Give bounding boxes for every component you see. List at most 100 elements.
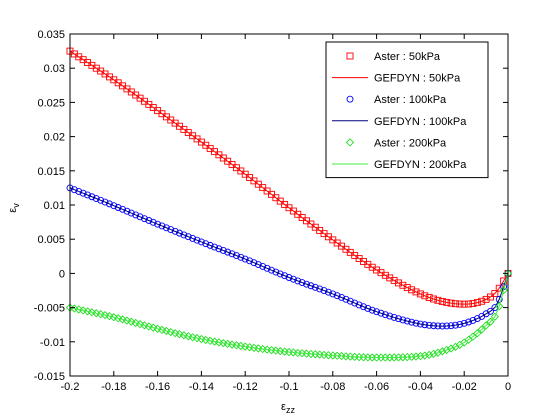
x-axis-title: εzz (281, 401, 295, 415)
data-point-3-62 (338, 294, 346, 301)
data-point-3-56 (311, 283, 319, 291)
data-point-3-67 (360, 303, 367, 311)
legend-box (325, 41, 489, 179)
data-point-5-92 (468, 332, 478, 341)
data-point-5-20 (153, 324, 162, 333)
x-tick-label-6: -0.08 (320, 381, 345, 393)
y-tick-label-5: 0.01 (44, 200, 65, 212)
data-point-3-10 (110, 202, 118, 210)
data-point-1-76 (399, 281, 407, 289)
y-tick-label-4: 0.005 (37, 234, 65, 246)
data-point-1-82 (425, 294, 433, 301)
series-line-2 (69, 50, 509, 305)
legend-label-4: GEFDYN : 100kPa (374, 116, 467, 128)
data-point-5-17 (140, 321, 149, 330)
x-axis-title-sub: zz (286, 405, 296, 415)
data-point-5-99 (499, 286, 508, 295)
data-point-3-27 (184, 233, 192, 241)
data-point-1-75 (395, 279, 402, 287)
data-point-5-97 (490, 312, 499, 321)
data-point-3-36 (224, 248, 232, 256)
data-point-1-74 (390, 276, 398, 284)
data-point-5-25 (175, 330, 184, 339)
data-point-5-27 (184, 332, 193, 341)
series-line-6 (69, 273, 509, 359)
data-point-3-59 (324, 288, 332, 296)
y-tick-label-6: 0.015 (37, 166, 65, 178)
data-point-5-21 (157, 325, 167, 335)
data-point-3-7 (97, 196, 105, 204)
legend-entry-3: Aster : 100kPa (346, 94, 447, 106)
data-point-5-80 (416, 352, 425, 361)
data-point-3-29 (193, 236, 201, 244)
data-point-1-83 (430, 295, 437, 303)
data-point-3-74 (390, 313, 398, 321)
data-point-3-45 (263, 264, 271, 272)
data-point-5-96 (486, 317, 495, 326)
data-point-1-73 (386, 274, 394, 282)
data-point-3-63 (342, 295, 350, 303)
legend-label-3: Aster : 100kPa (374, 94, 447, 106)
data-point-3-32 (206, 241, 214, 249)
data-point-3-48 (276, 270, 284, 278)
y-tick-label-7: 0.02 (44, 132, 65, 144)
data-point-3-38 (232, 252, 240, 259)
series-4 (69, 187, 509, 327)
data-point-5-94 (477, 325, 486, 334)
data-point-3-49 (281, 272, 289, 280)
data-point-3-3 (79, 189, 87, 197)
y-tick-label-8: 0.025 (37, 97, 65, 109)
x-tick-label-9: -0.02 (452, 381, 477, 393)
data-point-3-66 (355, 301, 363, 309)
y-axis-title-sub: v (11, 203, 21, 208)
data-point-3-91 (465, 318, 473, 326)
y-tick-label-0: -0.015 (34, 371, 65, 383)
data-point-5-15 (131, 318, 140, 328)
data-point-5-95 (481, 321, 491, 330)
data-point-5-24 (170, 329, 180, 338)
legend-entry-4: GEFDYN : 100kPa (332, 116, 467, 128)
data-point-5-98 (495, 302, 504, 311)
data-point-3-5 (88, 193, 96, 201)
data-point-5-16 (135, 320, 145, 329)
y-tick-label-9: 0.03 (44, 63, 65, 75)
data-point-3-37 (228, 250, 236, 258)
data-point-3-93 (473, 315, 481, 323)
data-point-3-55 (307, 282, 315, 290)
legend-label-1: Aster : 50kPa (374, 51, 441, 63)
data-point-3-4 (84, 191, 91, 199)
data-point-3-31 (202, 240, 210, 248)
data-point-5-7 (96, 310, 105, 319)
series-2 (69, 50, 509, 305)
data-point-5-14 (127, 317, 136, 326)
data-point-1-78 (408, 286, 416, 294)
data-point-5-6 (92, 309, 101, 318)
data-point-3-22 (162, 224, 170, 232)
data-point-3-20 (154, 220, 162, 228)
data-point-3-69 (368, 306, 376, 314)
data-point-1-95 (482, 295, 490, 303)
data-point-3-65 (351, 299, 359, 307)
data-point-3-17 (141, 215, 148, 223)
x-tick-label-2: -0.16 (145, 381, 170, 393)
data-point-5-8 (100, 310, 110, 320)
data-point-3-42 (250, 259, 258, 267)
y-axis-title: εv (7, 203, 21, 213)
data-point-3-44 (259, 262, 267, 270)
data-point-5-5 (87, 308, 97, 317)
data-point-1-97 (491, 290, 499, 297)
data-point-1-96 (487, 293, 494, 301)
data-point-3-75 (395, 315, 402, 323)
series-3 (66, 184, 512, 330)
data-point-3-79 (412, 319, 420, 327)
data-point-3-2 (75, 187, 83, 195)
data-point-3-34 (215, 245, 223, 253)
data-point-5-18 (144, 322, 153, 331)
data-point-3-92 (469, 317, 477, 324)
data-point-3-73 (386, 312, 394, 320)
x-tick-label-10: 0 (505, 381, 511, 393)
data-point-3-76 (399, 316, 407, 324)
data-point-3-57 (316, 285, 324, 293)
data-point-5-79 (411, 352, 421, 361)
